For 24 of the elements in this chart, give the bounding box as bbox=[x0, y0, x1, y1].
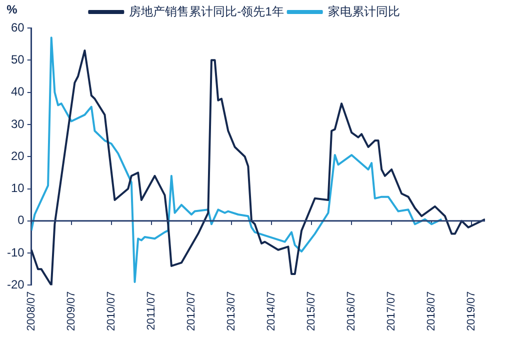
x-tick-label: 2011/07 bbox=[145, 291, 158, 330]
x-tick-label: 2018/07 bbox=[426, 291, 438, 332]
y-tick-label: 50 bbox=[10, 52, 25, 66]
y-axis-title: % bbox=[6, 2, 18, 16]
x-tick-label: 2013/07 bbox=[226, 291, 238, 332]
x-tick-label: 2012/07 bbox=[185, 291, 198, 332]
legend-label: 家电累计同比 bbox=[328, 4, 400, 18]
y-tick-label: 40 bbox=[10, 84, 25, 99]
x-tick-label: 2016/07 bbox=[346, 291, 358, 332]
x-tick-label: 2017/07 bbox=[386, 291, 398, 332]
y-tick-label: -20 bbox=[7, 278, 25, 292]
x-tick-label: 2010/07 bbox=[105, 291, 118, 332]
x-tick-label: 2015/07 bbox=[306, 291, 318, 332]
y-tick-label: 0 bbox=[18, 213, 25, 228]
y-tick-label: 30 bbox=[10, 116, 25, 131]
y-tick-label: 10 bbox=[10, 181, 25, 196]
x-tick-label: 2019/07 bbox=[466, 291, 478, 332]
legend-label: 房地产销售累计同比-领先1年 bbox=[129, 4, 284, 18]
x-tick-label: 2014/07 bbox=[266, 291, 278, 332]
y-tick-label: 60 bbox=[10, 20, 25, 34]
x-tick-label: 2009/07 bbox=[65, 291, 78, 332]
x-tick-label: 2008/07 bbox=[25, 291, 38, 332]
y-tick-label: -10 bbox=[7, 245, 25, 260]
y-tick-label: 20 bbox=[10, 148, 25, 163]
